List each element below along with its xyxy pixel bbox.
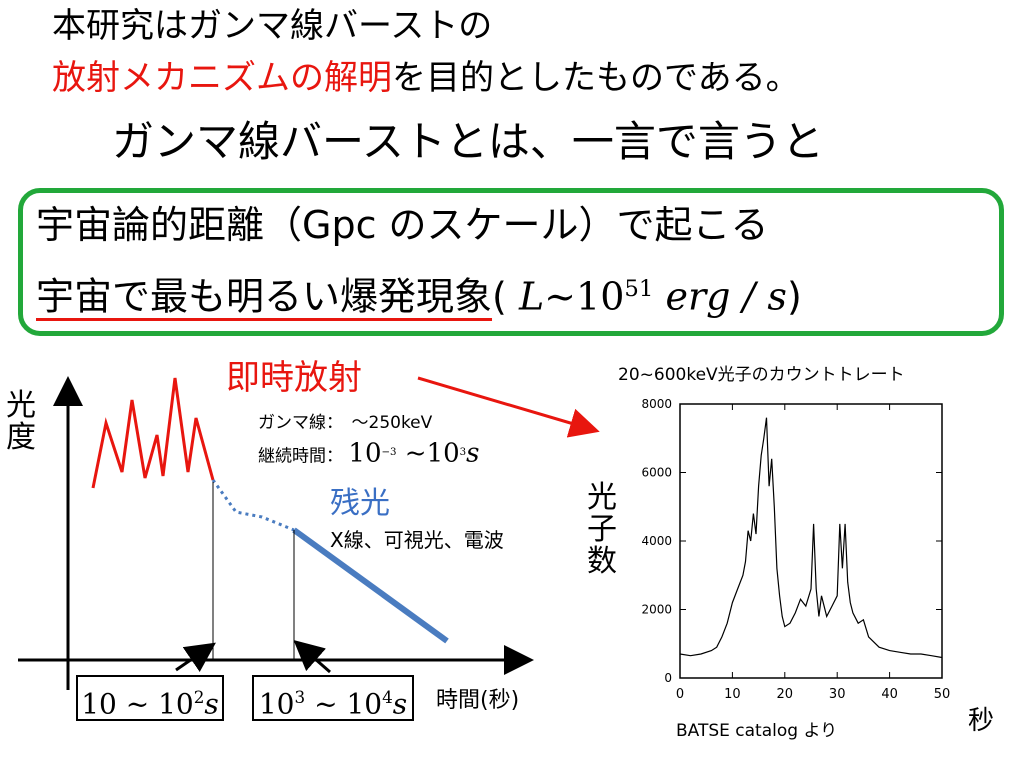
plot-frame: [679, 403, 943, 679]
afterglow-label: 残光: [330, 486, 390, 521]
x-tick-label: 40: [881, 687, 898, 702]
box2-arrow: [293, 640, 331, 674]
x-tick-label: 10: [724, 687, 741, 702]
title-line-2-rest: を目的としたものである。: [392, 58, 800, 98]
box1-base: 10 ~ 10: [81, 687, 194, 721]
luminosity-label: 光度: [6, 388, 36, 455]
afterglow-bands: X線、可視光、電波: [330, 528, 504, 552]
duration-exp-2: 3: [459, 447, 467, 458]
definition-line-1: 宇宙論的距離（Gpc のスケール）で起こる: [36, 203, 769, 247]
time-axis-label: 時間(秒): [436, 688, 520, 713]
box2-base: 10: [258, 687, 295, 721]
formula-unit: erg / s: [665, 274, 787, 319]
title-line-1: 本研究はガンマ線バーストの: [52, 6, 493, 46]
definition-highlight: 宇宙で最も明るい爆発現象: [36, 274, 493, 319]
definition-line-2: 宇宙で最も明るい爆発現象( L~1051 erg / s): [36, 262, 802, 324]
y-tick-label: 2000: [641, 603, 672, 617]
duration-unit: s: [466, 438, 480, 469]
duration-base: 10: [348, 438, 382, 469]
box1-exp: 2: [193, 687, 205, 707]
prompt-emission-label: 即時放射: [226, 358, 362, 398]
formula-tilde: ~10: [544, 274, 625, 319]
box2-mid: ~ 10: [305, 687, 383, 721]
count-rate-series: [679, 417, 943, 659]
afterglow-line: [292, 527, 449, 644]
y-tick-label: 8000: [641, 397, 672, 411]
x-tick-label: 50: [934, 687, 951, 702]
chart-ylabel: 光子数: [587, 480, 617, 579]
y-tick-label: 0: [664, 671, 672, 685]
subtitle: ガンマ線バーストとは、一言で言うと: [112, 117, 824, 166]
chart-xlabel: 秒: [968, 706, 995, 736]
box2-unit: s: [392, 687, 408, 721]
y-tick-label: 4000: [641, 534, 672, 548]
chart-title: 20~600keV光子のカウントトレート: [618, 365, 905, 385]
x-tick-label: 30: [829, 687, 846, 702]
box2-exp-1: 3: [294, 687, 306, 707]
title-highlight: 放射メカニズムの解明: [52, 58, 392, 98]
formula-exp: 51: [624, 276, 654, 302]
prompt-emission-curve: [91, 377, 215, 489]
formula-L: L: [518, 274, 545, 319]
prompt-to-chart-arrow: [417, 376, 600, 438]
box2-exp-2: 4: [382, 687, 393, 707]
x-tick-label: 0: [676, 687, 684, 702]
duration-exp-1: −3: [381, 447, 397, 458]
chart-source: BATSE catalog より: [676, 721, 838, 741]
box1-unit: s: [204, 687, 219, 721]
definition-box: [18, 188, 1004, 336]
duration-mid: ~10: [396, 438, 460, 469]
time-box-1: 10 ~ 102s: [76, 675, 224, 721]
y-tick-label: 6000: [641, 466, 672, 480]
gamma-energy-label: ガンマ線： ～250keV: [258, 413, 433, 433]
duration-row: 継続時間： 10−3 ~103s: [258, 438, 480, 472]
title-line-2: 放射メカニズムの解明を目的としたものである。: [52, 56, 800, 100]
box1-arrow: [175, 642, 216, 672]
formula-open: (: [492, 274, 507, 319]
x-tick-label: 20: [777, 687, 794, 702]
time-box-2: 103 ~ 104s: [252, 675, 414, 721]
duration-label: 継続時間：: [258, 446, 343, 467]
formula-close: ): [786, 274, 802, 319]
